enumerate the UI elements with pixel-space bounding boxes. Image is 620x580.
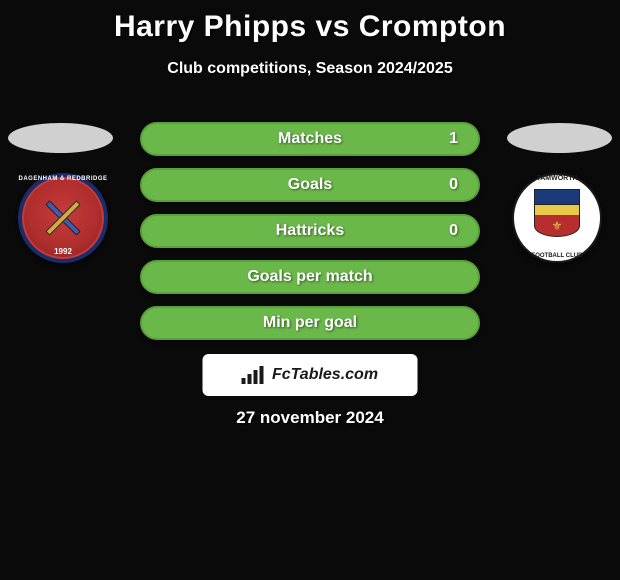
shield-icon: ⚜ [534, 189, 580, 241]
stat-row-goals: Goals 0 [140, 168, 480, 202]
stat-row-min-per-goal: Min per goal [140, 306, 480, 340]
stat-value: 0 [449, 222, 458, 240]
stat-label: Min per goal [263, 314, 357, 332]
badge-right-bottom-text: FOOTBALL CLUB [532, 253, 583, 259]
stat-label: Matches [278, 130, 342, 148]
team-oval-left [8, 123, 113, 153]
stat-row-matches: Matches 1 [140, 122, 480, 156]
club-badge-right: TAMWORTH ⚜ FOOTBALL CLUB [512, 173, 602, 263]
bar-chart-icon [242, 366, 266, 384]
stat-value: 0 [449, 176, 458, 194]
badge-left-text: DAGENHAM & REDBRIDGE [18, 176, 107, 182]
stat-label: Goals [288, 176, 332, 194]
brand-text: FcTables.com [272, 366, 378, 384]
date-text: 27 november 2024 [0, 408, 620, 428]
club-badge-left: DAGENHAM & REDBRIDGE 1992 [18, 173, 108, 263]
stat-label: Hattricks [276, 222, 344, 240]
brand-badge: FcTables.com [203, 354, 418, 396]
page-title: Harry Phipps vs Crompton [0, 0, 620, 44]
badge-right-top-text: TAMWORTH [536, 175, 577, 182]
stat-row-goals-per-match: Goals per match [140, 260, 480, 294]
team-oval-right [507, 123, 612, 153]
subtitle: Club competitions, Season 2024/2025 [0, 60, 620, 78]
stat-row-hattricks: Hattricks 0 [140, 214, 480, 248]
badge-left-year: 1992 [54, 247, 72, 256]
stat-label: Goals per match [247, 268, 372, 286]
stat-value: 1 [449, 130, 458, 148]
stats-container: Matches 1 Goals 0 Hattricks 0 Goals per … [140, 122, 480, 352]
